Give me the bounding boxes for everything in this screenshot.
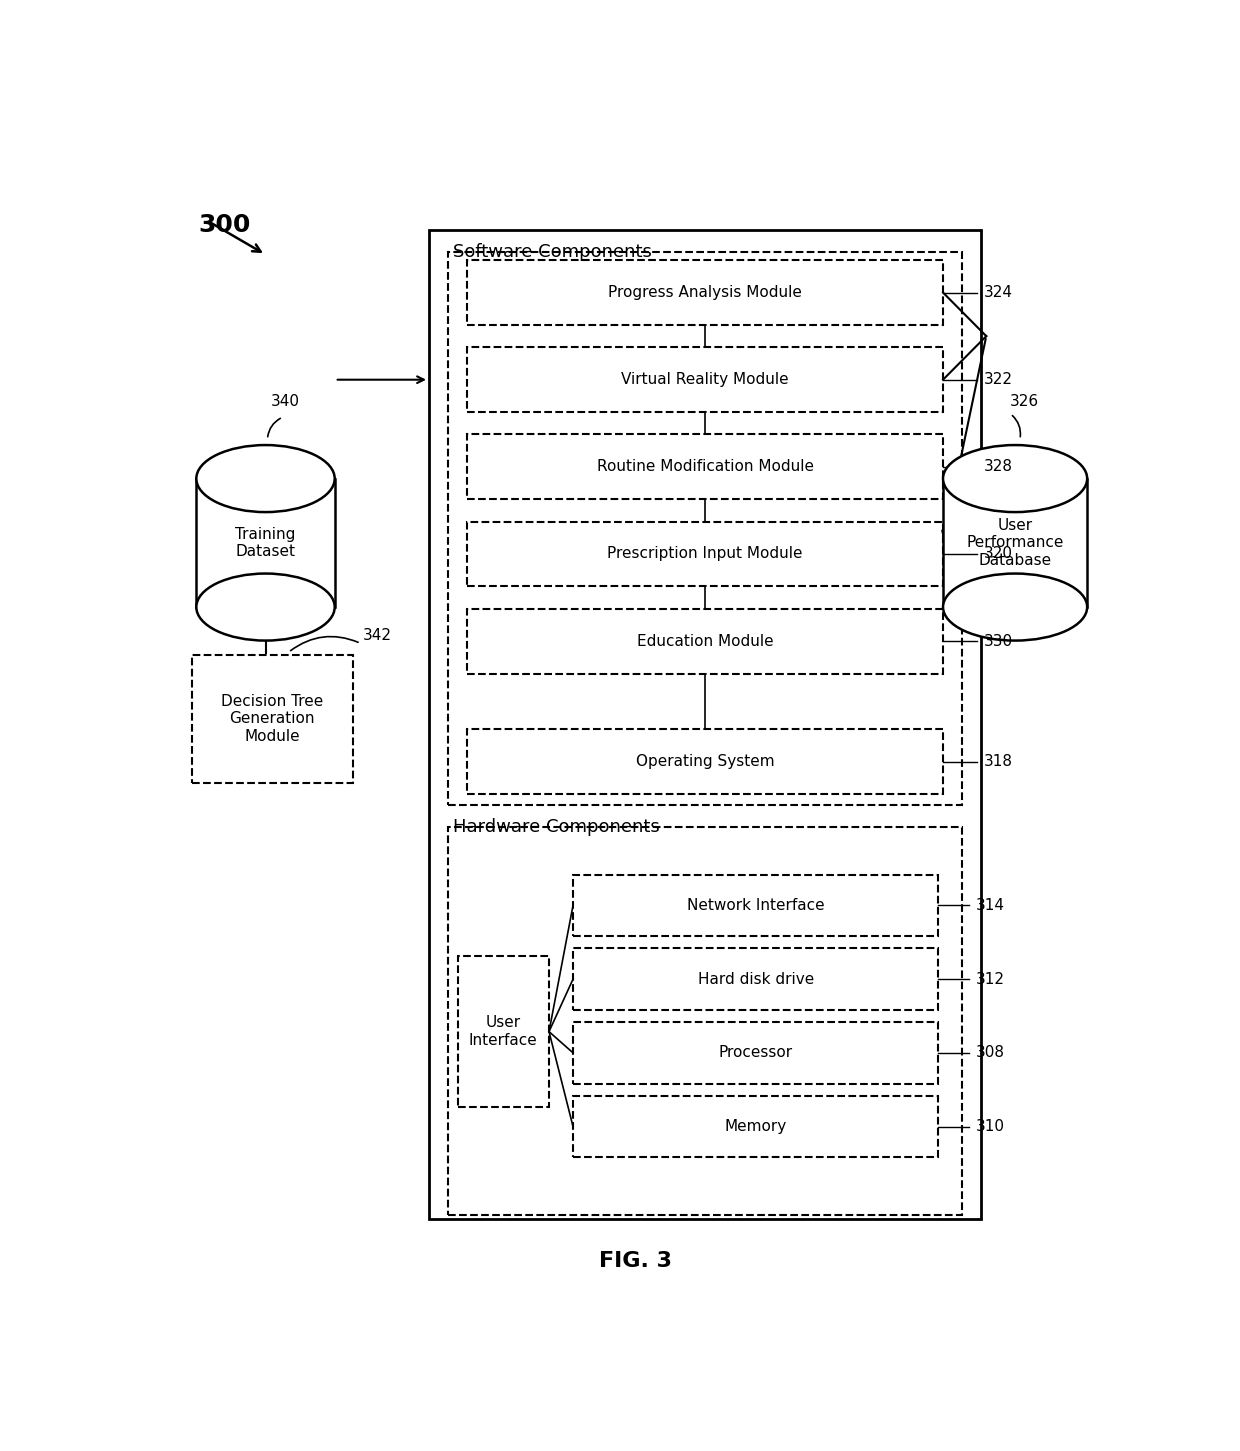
- Text: Operating System: Operating System: [636, 755, 775, 769]
- Text: 342: 342: [362, 628, 392, 643]
- Text: Software Components: Software Components: [453, 244, 652, 261]
- Bar: [429, 229, 982, 1219]
- Text: 328: 328: [983, 460, 1012, 474]
- Text: Hard disk drive: Hard disk drive: [697, 972, 813, 987]
- Text: 326: 326: [1011, 395, 1039, 409]
- Bar: [467, 521, 942, 586]
- Text: Processor: Processor: [718, 1045, 792, 1061]
- Text: 318: 318: [983, 755, 1012, 769]
- Text: Training
Dataset: Training Dataset: [236, 527, 295, 559]
- Bar: [448, 827, 962, 1216]
- Text: Decision Tree
Generation
Module: Decision Tree Generation Module: [221, 694, 324, 744]
- Bar: [448, 252, 962, 805]
- Text: Memory: Memory: [724, 1119, 786, 1135]
- Bar: [467, 347, 942, 412]
- Bar: [458, 956, 549, 1107]
- Text: 322: 322: [983, 373, 1012, 387]
- Text: 312: 312: [976, 972, 1004, 987]
- Text: Routine Modification Module: Routine Modification Module: [596, 460, 813, 474]
- Ellipse shape: [196, 573, 335, 640]
- Bar: [573, 1022, 939, 1084]
- Bar: [944, 479, 1087, 607]
- Text: 320: 320: [983, 547, 1012, 562]
- Text: 340: 340: [270, 395, 299, 409]
- Text: FIG. 3: FIG. 3: [599, 1251, 672, 1271]
- Text: 314: 314: [976, 898, 1004, 913]
- Bar: [467, 434, 942, 499]
- Bar: [196, 479, 335, 607]
- Text: 308: 308: [976, 1045, 1004, 1061]
- Text: 300: 300: [198, 213, 250, 237]
- Text: 324: 324: [983, 284, 1012, 300]
- Ellipse shape: [196, 445, 335, 512]
- Bar: [467, 260, 942, 325]
- Bar: [573, 875, 939, 936]
- Text: 310: 310: [976, 1119, 1004, 1135]
- Ellipse shape: [942, 445, 1087, 512]
- Text: Virtual Reality Module: Virtual Reality Module: [621, 373, 789, 387]
- Bar: [467, 730, 942, 794]
- Bar: [573, 949, 939, 1010]
- Bar: [573, 1096, 939, 1158]
- Bar: [467, 609, 942, 673]
- Text: Hardware Components: Hardware Components: [453, 818, 660, 836]
- Text: Prescription Input Module: Prescription Input Module: [608, 547, 804, 562]
- Bar: [191, 654, 353, 784]
- Text: Network Interface: Network Interface: [687, 898, 825, 913]
- Text: 330: 330: [983, 634, 1013, 649]
- Text: User
Performance
Database: User Performance Database: [966, 518, 1064, 567]
- Text: User
Interface: User Interface: [469, 1016, 538, 1048]
- Text: Education Module: Education Module: [637, 634, 774, 649]
- Ellipse shape: [942, 573, 1087, 640]
- Text: Progress Analysis Module: Progress Analysis Module: [609, 284, 802, 300]
